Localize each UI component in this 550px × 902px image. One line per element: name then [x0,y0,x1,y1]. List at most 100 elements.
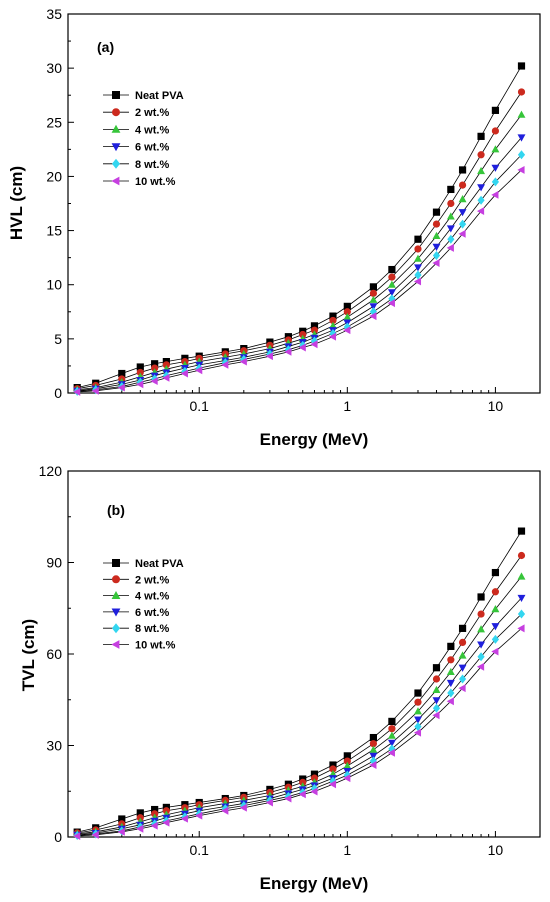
data-point [447,234,455,244]
data-point [91,386,99,395]
data-point [458,638,467,647]
data-point [136,363,144,371]
data-point [446,225,455,233]
data-point [447,199,455,208]
data-point [329,316,337,325]
data-point [491,568,500,577]
data-point [343,761,352,769]
legend-label: 10 wt.% [135,640,176,652]
data-point [414,716,422,724]
y-tick-label: 0 [54,385,62,401]
x-tick-label: 10 [488,398,504,414]
data-point [491,588,500,596]
data-point [298,790,306,799]
x-tick-label: 0.1 [189,398,209,414]
data-point [432,711,440,720]
legend-marker [112,108,120,117]
data-point [388,725,396,733]
legend-label: 4 wt.% [135,591,169,603]
legend-label: 8 wt.% [135,623,169,635]
data-point [343,313,352,321]
data-point [413,728,422,737]
legend-label: 2 wt.% [135,107,169,119]
data-point [458,651,467,659]
data-point [387,280,396,288]
data-point [432,250,441,260]
data-point [369,745,378,753]
data-point [414,270,422,280]
panel-label: (a) [97,39,114,55]
legend-marker [111,143,121,152]
data-point [369,289,377,297]
data-point [458,195,467,203]
data-point [517,572,526,580]
data-point [387,739,396,747]
data-point [477,625,486,633]
data-point [476,662,485,671]
data-point [369,740,377,748]
x-tick-label: 1 [343,842,351,858]
data-point [195,811,203,820]
y-tick-label: 120 [39,463,63,479]
data-point [446,243,454,252]
data-point [343,326,351,335]
data-point [414,689,422,697]
data-point [491,145,500,153]
y-tick-label: 60 [46,646,62,662]
data-point [458,229,466,238]
y-tick-label: 25 [46,114,62,130]
data-point [432,685,441,694]
data-point [343,302,351,310]
data-point [387,731,396,739]
data-point [477,166,486,175]
data-point [150,377,158,386]
legend-marker [112,158,120,169]
data-point [414,254,422,262]
data-point [369,761,377,769]
y-axis-title: TVL (cm) [19,619,38,691]
data-point [432,697,441,705]
data-point [118,369,126,378]
data-point [221,806,229,815]
data-point [265,352,273,361]
x-tick-label: 0.1 [189,842,209,858]
panel-b: 0 30 60 90 120 0.1 1 10 Energy (MeV) TVL (cm) (b) N… [19,463,541,893]
panel-a: 0 5 10 15 20 25 30 35 0.1 1 10 Energy (MeV) HVL (cm)… [7,6,541,449]
data-point [477,132,485,140]
data-point [432,675,441,683]
y-tick-label: 5 [54,331,62,347]
x-tick-label: 1 [343,398,351,414]
data-point [343,757,351,765]
y-tick-label: 30 [46,738,62,754]
series-line [77,628,522,837]
data-point [432,231,441,240]
data-point [432,259,440,268]
data-point [446,679,455,688]
data-point [517,165,525,174]
data-point [117,827,125,836]
data-point [414,722,422,732]
legend-marker [111,591,121,599]
data-point [329,321,337,329]
y-tick-label: 20 [46,168,62,184]
data-point [491,177,500,187]
series-line [77,169,522,393]
data-point [446,212,455,220]
data-point [447,688,455,698]
legend-label: Neat PVA [135,90,184,102]
data-point [369,283,377,291]
data-point [73,832,81,841]
legend-marker [111,640,120,649]
y-tick-label: 10 [46,277,62,293]
data-point [328,780,337,789]
data-point [447,656,455,664]
legend-label: 4 wt.% [135,124,169,136]
data-point [458,166,467,174]
x-tick-label: 10 [488,842,504,858]
data-point [517,594,526,603]
legend-label: Neat PVA [135,558,184,570]
data-point [284,347,292,356]
data-point [162,373,170,382]
data-point [491,106,500,114]
